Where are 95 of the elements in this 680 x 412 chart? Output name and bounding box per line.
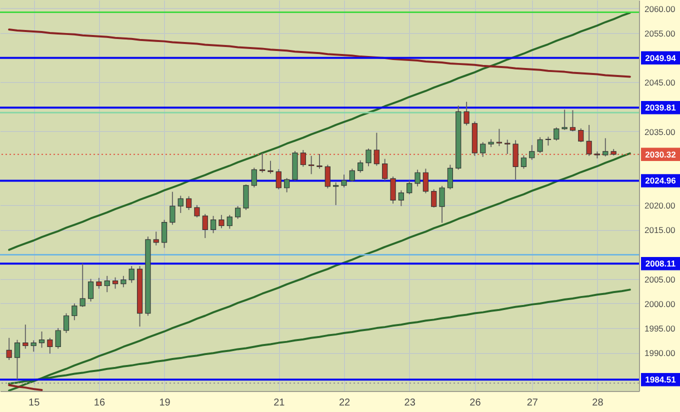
- candlestick: [398, 190, 404, 207]
- candlestick: [333, 182, 339, 206]
- candlestick: [382, 158, 388, 181]
- candlestick: [226, 214, 232, 230]
- candlestick: [260, 152, 266, 174]
- line-series: [8, 12, 631, 251]
- candlestick: [251, 167, 257, 188]
- candlestick: [112, 276, 118, 290]
- y-tick-label: 2015.00: [644, 225, 676, 236]
- candlestick: [80, 263, 86, 308]
- candlestick: [324, 164, 330, 189]
- line-series: [8, 152, 631, 391]
- ref-line-label: 2039.81: [645, 102, 676, 113]
- candlestick: [447, 164, 453, 190]
- candlestick: [194, 204, 200, 218]
- candlestick: [6, 337, 12, 361]
- x-tick-label: 28: [592, 398, 604, 408]
- candlestick: [439, 185, 445, 224]
- y-tick-label: 2020.00: [644, 200, 676, 211]
- y-tick-label: 2035.00: [644, 126, 676, 137]
- candlestick: [128, 266, 134, 284]
- candlestick: [120, 275, 126, 288]
- x-tick-label: 19: [159, 398, 171, 408]
- candlestick: [496, 128, 502, 147]
- ref-line-label: 2024.96: [645, 176, 676, 186]
- line-series: [8, 28, 631, 78]
- candlestick: [586, 124, 592, 156]
- candlestick: [14, 339, 20, 380]
- x-tick-label: 16: [94, 398, 106, 408]
- candlestick: [202, 213, 208, 239]
- candlestick: [520, 154, 527, 170]
- candlestick: [512, 140, 518, 180]
- candlestick: [284, 178, 290, 193]
- candlestick: [243, 184, 249, 211]
- candlestick: [390, 176, 396, 204]
- ref-line-label: 2008.11: [645, 258, 676, 269]
- y-tick-label: 2005.00: [644, 274, 676, 284]
- candlestick: [153, 231, 159, 246]
- candlestick: [55, 328, 61, 350]
- candlestick: [170, 191, 176, 226]
- candlestick: [414, 169, 420, 187]
- candlestick: [341, 174, 347, 188]
- y-tick-label: 2045.00: [644, 78, 676, 88]
- candlestick: [38, 330, 45, 348]
- x-tick-label: 23: [404, 398, 416, 408]
- candlestick: [349, 168, 355, 182]
- candlestick: [480, 142, 486, 158]
- candlestick: [464, 101, 470, 126]
- y-tick-label: 1990.00: [644, 348, 676, 358]
- candlestick: [406, 180, 412, 195]
- ref-line-label: 1984.51: [645, 374, 676, 385]
- candlestick: [504, 139, 510, 154]
- candlestick: [578, 128, 584, 143]
- candlestick: [210, 215, 216, 234]
- candlestick: [431, 188, 437, 208]
- candlestick: [422, 168, 428, 194]
- y-tick-label: 2000.00: [644, 298, 676, 309]
- candlestick: [268, 160, 274, 174]
- candlestick: [161, 219, 168, 248]
- candlestick: [366, 148, 372, 167]
- candlestick: [30, 340, 36, 352]
- x-tick-label: 21: [274, 398, 286, 408]
- candlestick: [545, 136, 552, 146]
- candlestick: [300, 150, 306, 168]
- candlestick: [308, 155, 314, 175]
- candlestick: [570, 110, 576, 132]
- candlestick: [47, 337, 53, 354]
- y-tick-label: 2055.00: [644, 28, 676, 38]
- ref-line-label: 2049.94: [645, 52, 676, 63]
- candlestick: [554, 126, 560, 142]
- y-tick-label: 1995.00: [644, 324, 676, 334]
- candlestick: [374, 132, 380, 166]
- candlestick: [96, 277, 102, 290]
- candlestick: [276, 168, 282, 190]
- ref-line-label: 2030.32: [645, 149, 676, 160]
- candlestick: [72, 302, 78, 321]
- candlestick: [562, 109, 568, 130]
- candlestick: [218, 214, 224, 229]
- x-tick-label: 22: [338, 398, 351, 408]
- x-tick-label: 26: [470, 398, 482, 408]
- candlestick: [186, 196, 192, 211]
- candlestick: [358, 160, 364, 174]
- candlestick: [22, 324, 28, 350]
- candlestick: [63, 312, 70, 334]
- candlestick: [235, 206, 241, 220]
- candlestick: [529, 144, 535, 160]
- candlestick: [104, 275, 110, 293]
- y-tick-label: 2060.00: [644, 4, 676, 14]
- candlestick: [537, 136, 543, 154]
- candlestick: [602, 138, 608, 157]
- x-tick-label: 27: [526, 398, 538, 408]
- candlestick: [88, 278, 94, 302]
- candlestick: [316, 153, 322, 170]
- candlestick: [178, 195, 184, 214]
- x-tick-label: 15: [28, 398, 40, 408]
